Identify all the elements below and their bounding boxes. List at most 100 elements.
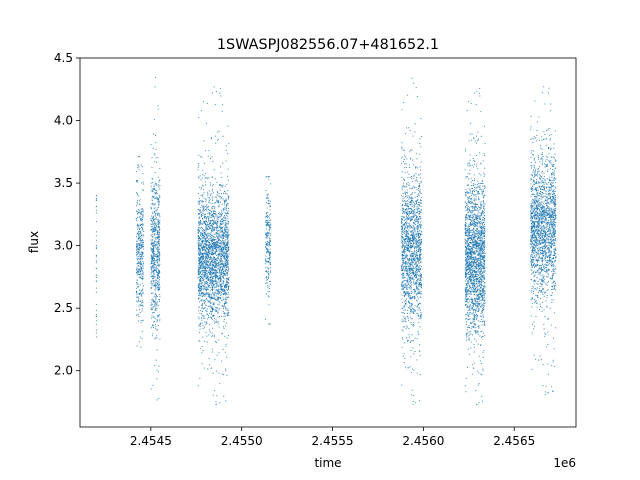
data-point	[206, 234, 208, 235]
data-point	[409, 245, 411, 247]
data-point	[409, 187, 411, 189]
data-point	[217, 202, 219, 203]
data-point	[409, 224, 410, 226]
data-point	[221, 271, 223, 273]
data-point	[203, 229, 205, 231]
data-point	[141, 330, 143, 332]
data-point	[198, 291, 200, 293]
data-point	[159, 338, 161, 340]
data-point	[210, 316, 212, 318]
data-point	[95, 287, 97, 289]
data-point	[153, 195, 155, 197]
data-point	[198, 295, 200, 296]
data-point	[416, 230, 418, 232]
data-point	[209, 266, 210, 268]
data-point	[406, 216, 408, 218]
data-point	[157, 290, 159, 292]
data-point	[265, 220, 267, 222]
data-point	[223, 395, 225, 397]
data-point	[203, 272, 205, 274]
data-point	[416, 288, 418, 290]
data-point	[205, 237, 206, 239]
data-point	[207, 368, 209, 370]
data-point	[212, 315, 214, 317]
data-point	[419, 259, 421, 261]
data-point	[406, 236, 408, 238]
data-point	[155, 217, 157, 219]
data-point	[219, 402, 221, 404]
data-point	[154, 245, 156, 247]
data-point	[198, 325, 200, 327]
data-point	[201, 261, 203, 263]
data-point	[157, 227, 159, 229]
data-point	[268, 214, 270, 216]
data-point	[228, 221, 230, 223]
data-point	[419, 277, 421, 279]
data-point	[212, 239, 214, 241]
data-point	[419, 344, 421, 346]
data-point	[197, 166, 199, 168]
data-point	[154, 161, 156, 163]
data-point	[197, 246, 199, 248]
data-point	[138, 289, 140, 291]
data-point	[199, 227, 201, 229]
data-point	[202, 249, 204, 251]
data-point	[403, 220, 405, 221]
data-point	[403, 280, 405, 281]
data-point	[200, 278, 201, 279]
data-point	[217, 257, 219, 259]
data-point	[402, 307, 404, 309]
data-point	[203, 249, 205, 251]
data-point	[216, 283, 218, 284]
data-point	[269, 217, 271, 219]
data-point	[198, 213, 200, 215]
data-point	[268, 232, 270, 234]
data-point	[414, 271, 416, 273]
data-point	[155, 268, 157, 270]
data-point	[401, 219, 403, 221]
data-point	[417, 298, 419, 300]
data-point	[268, 203, 270, 205]
data-point	[211, 239, 213, 240]
data-point	[198, 297, 199, 299]
data-point	[158, 213, 160, 215]
data-point	[136, 205, 137, 207]
data-point	[219, 261, 221, 263]
data-point	[225, 287, 227, 289]
data-point	[213, 294, 215, 296]
data-point	[212, 246, 214, 248]
data-point	[410, 234, 412, 235]
data-point	[210, 194, 212, 196]
data-point	[418, 189, 420, 191]
data-point	[152, 189, 154, 191]
data-point	[197, 231, 199, 233]
data-point	[202, 229, 204, 231]
data-point	[222, 198, 224, 200]
data-point	[266, 213, 267, 215]
data-point	[218, 253, 220, 255]
data-point	[95, 277, 97, 278]
data-point	[418, 270, 420, 272]
data-point	[142, 265, 144, 267]
data-point	[402, 208, 404, 210]
data-point	[216, 255, 218, 256]
data-point	[213, 216, 215, 218]
data-point	[227, 248, 229, 250]
data-point	[151, 276, 153, 278]
data-point	[158, 284, 160, 286]
data-point	[212, 308, 213, 309]
data-point	[135, 244, 137, 246]
data-point	[402, 264, 404, 265]
data-point	[141, 211, 143, 213]
data-point	[410, 220, 412, 221]
data-point	[402, 280, 404, 282]
data-point	[156, 207, 158, 209]
data-point	[214, 308, 216, 310]
data-point	[137, 248, 139, 249]
data-point	[227, 223, 229, 225]
data-point	[206, 262, 208, 264]
data-point	[217, 312, 219, 314]
data-point	[269, 262, 271, 264]
data-point	[224, 207, 226, 209]
data-point	[412, 237, 413, 238]
